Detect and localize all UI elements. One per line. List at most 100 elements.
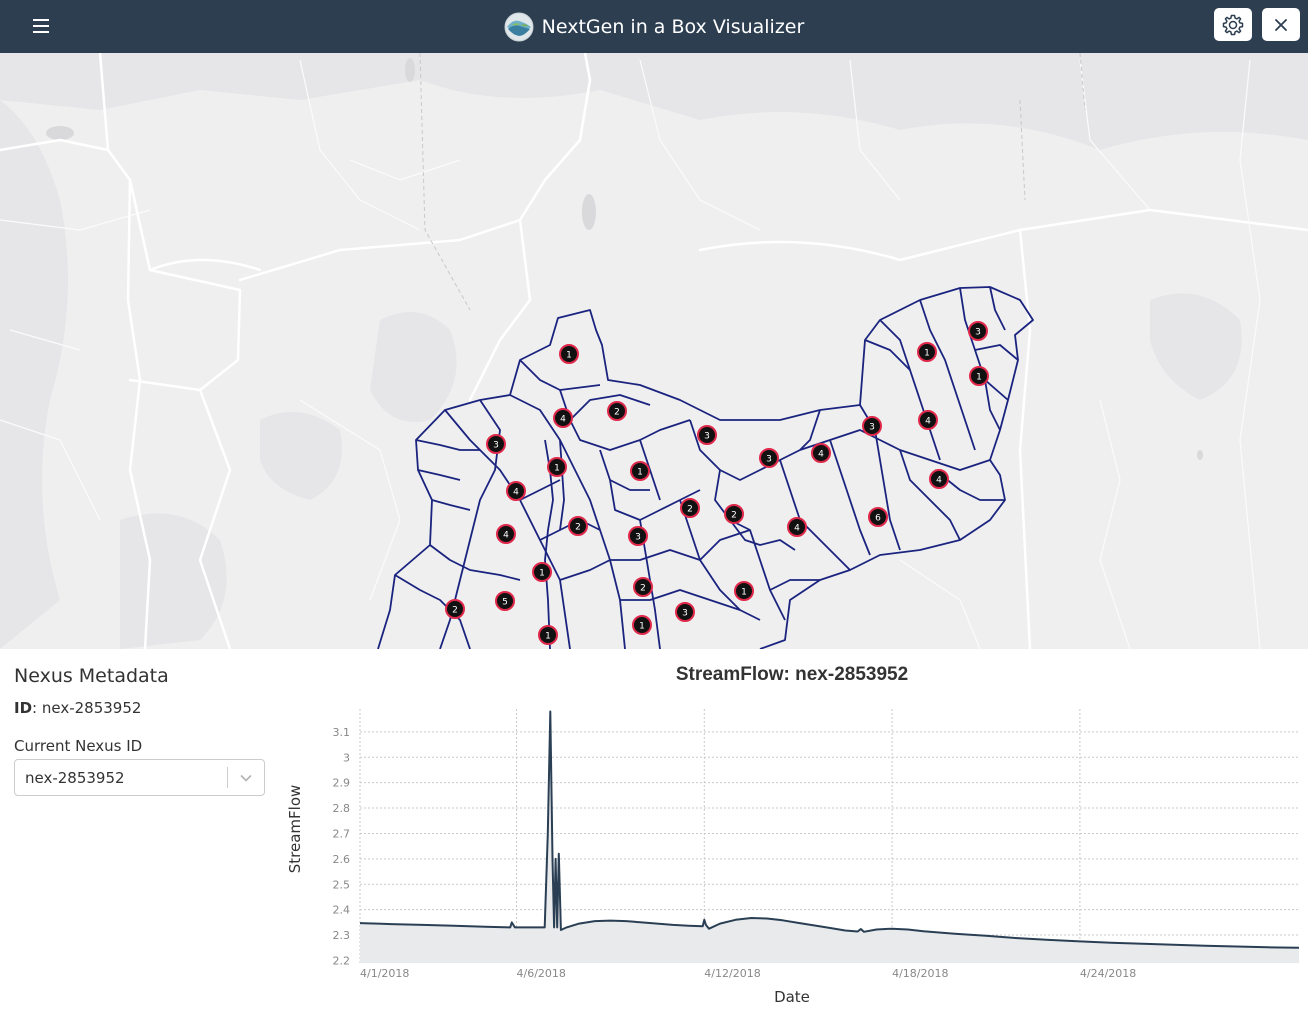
cluster-count: 1: [545, 632, 551, 642]
cluster-marker[interactable]: 4: [496, 524, 516, 544]
metadata-id-value: nex-2853952: [41, 699, 142, 717]
y-tick-label: 2.2: [333, 954, 351, 967]
cluster-count: 1: [976, 373, 982, 383]
admin-borders: [419, 53, 1086, 311]
cluster-marker[interactable]: 3: [968, 321, 988, 341]
x-tick-label: 4/18/2018: [892, 967, 948, 980]
x-tick-label: 4/1/2018: [360, 967, 409, 980]
cluster-marker[interactable]: 4: [553, 408, 573, 428]
cluster-marker[interactable]: 1: [917, 342, 937, 362]
hamburger-menu-icon[interactable]: [22, 10, 60, 42]
cluster-count: 1: [924, 349, 930, 359]
cluster-count: 3: [975, 328, 981, 338]
cluster-count: 2: [731, 511, 737, 521]
cluster-marker[interactable]: 1: [538, 625, 558, 645]
streamflow-chart-svg: StreamFlow: nex-2853952 2.22.32.42.52.62…: [286, 664, 1300, 1006]
cluster-marker[interactable]: 1: [632, 615, 652, 635]
cluster-marker[interactable]: 2: [680, 498, 700, 518]
select-separator: [227, 767, 228, 788]
cluster-marker[interactable]: 1: [734, 581, 754, 601]
y-tick-label: 2.9: [333, 777, 351, 790]
nexus-id-select[interactable]: nex-2853952: [14, 759, 265, 796]
y-tick-label: 2.4: [333, 904, 351, 917]
cluster-marker[interactable]: 4: [506, 481, 526, 501]
cluster-count: 4: [503, 531, 509, 541]
cluster-markers[interactable]: 1 4 2 3 1 1 3 3 4 3 1 3 1 4 4 6 4 2 3 2 2 4 4 1 2 1 2 5 3 1 1: [445, 321, 989, 645]
y-tick-label: 2.5: [333, 878, 351, 891]
cluster-count: 3: [869, 423, 875, 433]
y-axis-ticks: 2.2 2.3 2.4 2.5 2.6 2.7 2.8 2.9 3 3.1: [333, 726, 351, 968]
metadata-title: Nexus Metadata: [14, 665, 169, 687]
settings-button[interactable]: [1214, 8, 1252, 41]
cluster-count: 1: [566, 351, 572, 361]
cluster-marker[interactable]: 1: [969, 366, 989, 386]
app-header: NextGen in a Box Visualizer: [0, 0, 1308, 53]
cluster-marker[interactable]: 2: [445, 599, 465, 619]
chevron-down-icon[interactable]: [228, 760, 264, 795]
x-tick-label: 4/24/2018: [1080, 967, 1136, 980]
cluster-count: 3: [635, 533, 641, 543]
cluster-marker[interactable]: 5: [495, 591, 515, 611]
y-tick-label: 2.6: [333, 853, 351, 866]
cluster-marker[interactable]: 4: [811, 443, 831, 463]
cluster-marker[interactable]: 3: [697, 425, 717, 445]
cluster-marker[interactable]: 1: [559, 344, 579, 364]
y-tick-label: 3.1: [333, 726, 351, 739]
streamflow-chart: StreamFlow: nex-2853952 2.2 2.3 2.4 2.5 2.6 2…: [280, 649, 1308, 1024]
gear-icon: [1222, 14, 1244, 35]
cluster-count: 5: [502, 598, 508, 608]
cluster-count: 6: [875, 514, 881, 524]
cluster-count: 4: [560, 415, 566, 425]
cluster-count: 1: [741, 588, 747, 598]
cluster-marker[interactable]: 2: [607, 401, 627, 421]
x-tick-label: 4/12/2018: [704, 967, 760, 980]
streamflow-line: [359, 710, 1300, 949]
cluster-count: 2: [614, 408, 620, 418]
cluster-count: 2: [452, 606, 458, 616]
cluster-count: 1: [639, 622, 645, 632]
metadata-id: ID: nex-2853952: [14, 699, 142, 717]
cluster-marker[interactable]: 1: [547, 457, 567, 477]
cluster-count: 3: [493, 441, 499, 451]
cluster-marker[interactable]: 4: [787, 517, 807, 537]
cluster-marker[interactable]: 3: [628, 526, 648, 546]
cluster-marker[interactable]: 4: [918, 410, 938, 430]
current-nexus-label: Current Nexus ID: [14, 737, 143, 755]
chart-title: StreamFlow: nex-2853952: [676, 664, 908, 685]
chart-grid: [359, 709, 1299, 963]
cluster-marker[interactable]: 2: [568, 516, 588, 536]
nexus-metadata-panel: Nexus Metadata ID: nex-2853952 Current N…: [0, 649, 280, 1024]
map-view[interactable]: 1 4 2 3 1 1 3 3 4 3 1 3 1 4 4 6 4 2 3 2 2 4 4 1 2 1 2 5 3 1 1: [0, 53, 1308, 649]
y-tick-label: 2.8: [333, 802, 351, 815]
lakes: [46, 58, 1203, 460]
cluster-marker[interactable]: 4: [929, 469, 949, 489]
close-button[interactable]: [1262, 8, 1300, 41]
cluster-marker[interactable]: 3: [486, 434, 506, 454]
cluster-count: 3: [682, 609, 688, 619]
cluster-count: 2: [575, 523, 581, 533]
close-icon: [1275, 18, 1287, 31]
cluster-count: 4: [936, 476, 942, 486]
cluster-marker[interactable]: 2: [724, 504, 744, 524]
cluster-marker[interactable]: 3: [675, 602, 695, 622]
cluster-marker[interactable]: 2: [633, 577, 653, 597]
x-axis-ticks: 4/1/2018 4/6/2018 4/12/2018 4/18/2018 4/24/2…: [360, 967, 1136, 980]
cluster-marker[interactable]: 6: [868, 507, 888, 527]
nexus-id-select-value[interactable]: nex-2853952: [25, 768, 125, 787]
cluster-marker[interactable]: 3: [862, 416, 882, 436]
y-tick-label: 3: [343, 751, 350, 764]
roads: [0, 53, 1308, 649]
map-canvas[interactable]: 1 4 2 3 1 1 3 3 4 3 1 3 1 4 4 6 4 2 3 2 2 4 4 1 2 1 2 5 3 1 1: [0, 53, 1308, 649]
minor-roads: [0, 59, 1261, 649]
cluster-marker[interactable]: 1: [630, 461, 650, 481]
cluster-count: 2: [640, 584, 646, 594]
metadata-id-label: ID: [14, 699, 33, 717]
cluster-marker[interactable]: 1: [532, 562, 552, 582]
cluster-count: 4: [818, 450, 824, 460]
cluster-count: 4: [794, 524, 800, 534]
app-title: NextGen in a Box Visualizer: [541, 15, 805, 38]
x-tick-label: 4/6/2018: [517, 967, 566, 980]
chart-area-series: [359, 710, 1300, 963]
cluster-count: 2: [687, 505, 693, 515]
cluster-marker[interactable]: 3: [759, 448, 779, 468]
